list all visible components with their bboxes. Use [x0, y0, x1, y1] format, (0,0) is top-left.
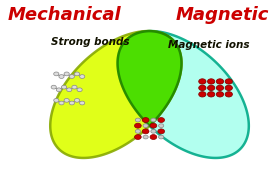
Circle shape	[199, 85, 206, 91]
Circle shape	[77, 88, 82, 92]
Text: Magnetic ions: Magnetic ions	[168, 40, 250, 50]
Circle shape	[59, 101, 64, 105]
Circle shape	[61, 85, 67, 89]
Circle shape	[51, 85, 56, 89]
Circle shape	[54, 98, 59, 102]
Circle shape	[134, 135, 141, 139]
Circle shape	[150, 135, 157, 139]
Circle shape	[143, 124, 148, 128]
Circle shape	[67, 88, 72, 92]
Circle shape	[158, 118, 165, 122]
Circle shape	[216, 85, 223, 91]
Circle shape	[208, 79, 215, 84]
Circle shape	[134, 123, 141, 128]
Polygon shape	[117, 31, 249, 158]
Circle shape	[135, 118, 140, 122]
Circle shape	[54, 72, 59, 76]
Circle shape	[150, 123, 157, 128]
Polygon shape	[50, 31, 181, 158]
Circle shape	[80, 101, 85, 105]
Circle shape	[64, 72, 69, 76]
Circle shape	[56, 88, 61, 92]
Circle shape	[69, 75, 74, 78]
Circle shape	[158, 129, 165, 134]
Circle shape	[208, 85, 215, 91]
Circle shape	[199, 92, 206, 97]
Text: Strong bonds: Strong bonds	[51, 37, 129, 46]
Circle shape	[216, 79, 223, 84]
Circle shape	[69, 101, 74, 105]
Circle shape	[143, 135, 148, 139]
Circle shape	[151, 129, 156, 133]
Circle shape	[142, 118, 149, 122]
Circle shape	[142, 129, 149, 134]
Circle shape	[59, 75, 64, 78]
Circle shape	[216, 92, 223, 97]
Circle shape	[72, 85, 77, 89]
Circle shape	[225, 92, 232, 97]
Text: Magnetic: Magnetic	[175, 6, 269, 24]
Polygon shape	[117, 31, 181, 125]
Circle shape	[225, 79, 232, 84]
Circle shape	[225, 85, 232, 91]
Circle shape	[158, 135, 164, 139]
Circle shape	[80, 75, 85, 78]
Circle shape	[74, 98, 80, 102]
Circle shape	[135, 129, 140, 133]
Circle shape	[199, 79, 206, 84]
Circle shape	[158, 124, 164, 128]
Text: Mechanical: Mechanical	[7, 6, 121, 24]
Circle shape	[64, 98, 69, 102]
Circle shape	[151, 118, 156, 122]
Circle shape	[208, 92, 215, 97]
Circle shape	[74, 72, 80, 76]
